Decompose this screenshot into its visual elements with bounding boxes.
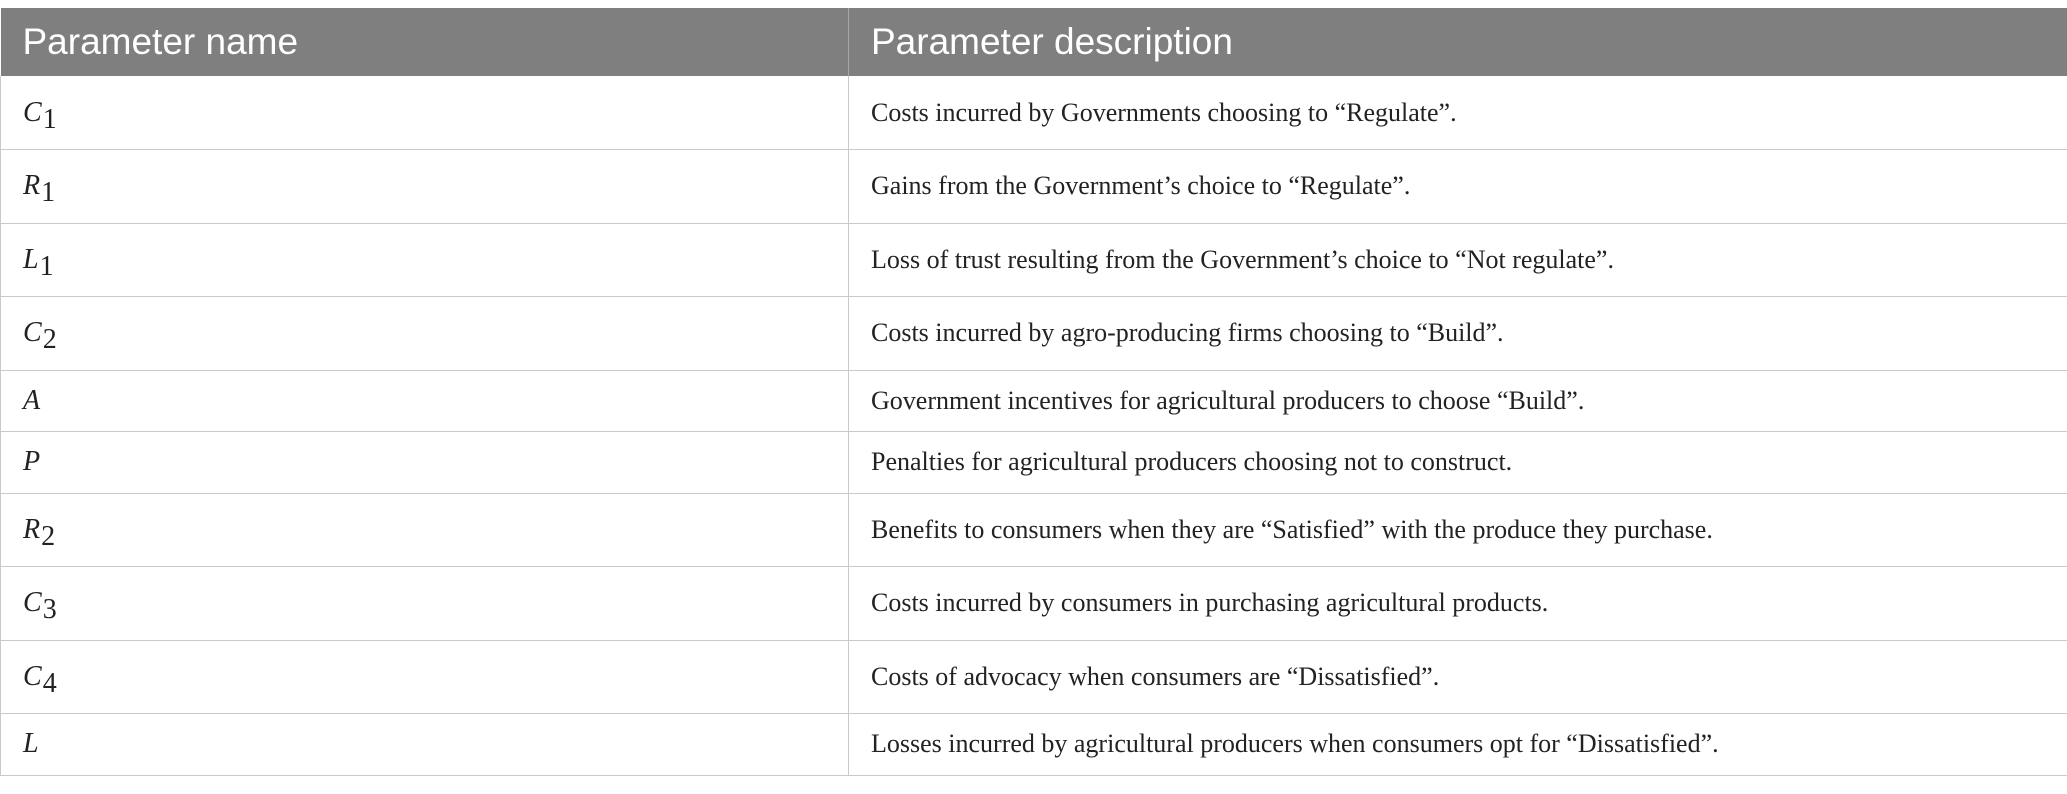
parameter-subscript: 2 (41, 520, 56, 552)
header-parameter-description: Parameter description (848, 8, 2067, 76)
parameter-name-cell: R2 (0, 493, 849, 567)
table-row: L1 Loss of trust resulting from the Gove… (0, 223, 2067, 297)
parameter-symbol: P (23, 446, 41, 478)
table-row: P Penalties for agricultural producers c… (0, 431, 2067, 494)
header-parameter-name: Parameter name (0, 8, 849, 76)
parameter-name-cell: A (0, 370, 849, 432)
parameter-name-cell: L1 (0, 223, 849, 297)
parameter-subscript: 2 (42, 324, 57, 356)
parameter-description-cell: Penalties for agricultural producers cho… (848, 431, 2067, 494)
parameter-subscript: 1 (41, 177, 56, 209)
table-row: R1 Gains from the Government’s choice to… (0, 149, 2067, 224)
parameter-symbol: L (23, 728, 39, 760)
parameter-description-cell: Costs incurred by Governments choosing t… (848, 76, 2067, 150)
parameter-symbol: L (23, 243, 39, 275)
parameter-symbol: R (23, 170, 41, 202)
parameter-name-cell: C1 (0, 76, 849, 150)
parameter-name-cell: C3 (0, 566, 849, 641)
table-header: Parameter name Parameter description (0, 8, 2067, 76)
parameter-subscript: 4 (42, 667, 57, 699)
parameter-table: Parameter name Parameter description C1 … (0, 8, 2067, 776)
table-row: C2 Costs incurred by agro-producing firm… (0, 296, 2067, 371)
table-row: C1 Costs incurred by Governments choosin… (0, 76, 2067, 150)
parameter-subscript: 1 (42, 103, 57, 135)
parameter-description-cell: Gains from the Government’s choice to “R… (848, 149, 2067, 224)
parameter-subscript: 1 (39, 250, 54, 282)
parameter-name-cell: R1 (0, 149, 849, 224)
parameter-symbol: C (23, 587, 42, 619)
table-row: R2 Benefits to consumers when they are “… (0, 493, 2067, 567)
parameter-description-cell: Costs of advocacy when consumers are “Di… (848, 640, 2067, 714)
parameter-name-cell: P (0, 431, 849, 494)
parameter-symbol: C (23, 317, 42, 349)
parameter-description-cell: Costs incurred by consumers in purchasin… (848, 566, 2067, 641)
parameter-table-container: Parameter name Parameter description C1 … (0, 8, 2067, 776)
table-row: L Losses incurred by agricultural produc… (0, 713, 2067, 776)
parameter-symbol: A (23, 384, 41, 416)
parameter-symbol: C (23, 96, 42, 128)
parameter-name-cell: C2 (0, 296, 849, 371)
parameter-name-cell: L (0, 713, 849, 776)
table-body: C1 Costs incurred by Governments choosin… (0, 76, 2067, 776)
parameter-description-cell: Loss of trust resulting from the Governm… (848, 223, 2067, 297)
parameter-description-cell: Government incentives for agricultural p… (848, 370, 2067, 432)
header-row: Parameter name Parameter description (0, 8, 2067, 76)
parameter-symbol: C (23, 660, 42, 692)
parameter-description-cell: Losses incurred by agricultural producer… (848, 713, 2067, 776)
parameter-name-cell: C4 (0, 640, 849, 714)
parameter-description-cell: Benefits to consumers when they are “Sat… (848, 493, 2067, 567)
table-row: C3 Costs incurred by consumers in purcha… (0, 566, 2067, 641)
table-row: A Government incentives for agricultural… (0, 370, 2067, 432)
parameter-subscript: 3 (42, 594, 57, 626)
parameter-description-cell: Costs incurred by agro-producing firms c… (848, 296, 2067, 371)
parameter-symbol: R (23, 513, 41, 545)
table-row: C4 Costs of advocacy when consumers are … (0, 640, 2067, 714)
